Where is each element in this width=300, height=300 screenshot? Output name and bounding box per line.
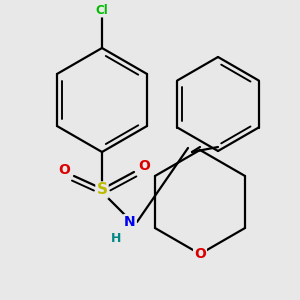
Text: Cl: Cl bbox=[96, 4, 108, 16]
Text: O: O bbox=[58, 163, 70, 177]
Text: S: S bbox=[97, 182, 107, 197]
Text: O: O bbox=[194, 247, 206, 261]
Text: N: N bbox=[124, 215, 136, 229]
Text: H: H bbox=[111, 232, 121, 244]
Text: O: O bbox=[138, 159, 150, 173]
